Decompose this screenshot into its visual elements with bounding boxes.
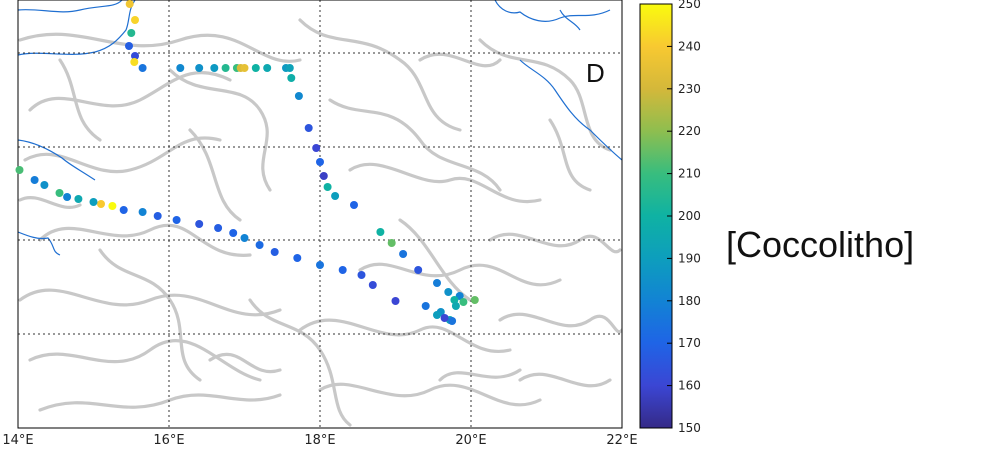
- track-sample-point: [240, 64, 249, 72]
- colorbar-tick-label: 170: [678, 336, 701, 350]
- colorbar-tick-label: 240: [678, 39, 701, 53]
- colorbar: [639, 3, 673, 429]
- track-sample-point: [138, 208, 147, 216]
- track-sample-point: [63, 193, 72, 201]
- track-sample-point: [450, 296, 459, 304]
- colorbar-tick-label: 150: [678, 421, 701, 435]
- ship-track: [15, 0, 479, 325]
- track-sample-point: [319, 172, 328, 180]
- track-sample-point: [119, 206, 128, 214]
- track-sample-point: [130, 58, 139, 66]
- track-sample-point: [304, 124, 313, 132]
- track-sample-point: [368, 281, 377, 289]
- track-sample-point: [131, 16, 139, 24]
- track-sample-point: [176, 64, 185, 72]
- track-sample-point: [433, 279, 441, 287]
- longitude-tick-label: 16°E: [153, 433, 184, 448]
- track-sample-point: [131, 52, 139, 60]
- coastline: [18, 0, 622, 256]
- track-sample-point: [350, 201, 358, 209]
- colorbar-tick-label: 160: [678, 379, 701, 393]
- track-sample-point: [338, 266, 347, 274]
- track-sample-point: [40, 181, 49, 189]
- track-sample-point: [89, 198, 98, 206]
- track-sample-point: [221, 64, 230, 72]
- track-sample-point: [376, 228, 385, 236]
- track-sample-point: [387, 239, 396, 247]
- track-sample-point: [294, 92, 303, 100]
- colorbar-tick-label: 180: [678, 294, 701, 308]
- track-sample-point: [270, 248, 279, 256]
- track-sample-point: [312, 144, 321, 152]
- track-sample-point: [448, 317, 457, 325]
- track-sample-point: [55, 189, 64, 197]
- longitude-axis: 14°E 16°E 18°E 20°E 22°E: [2, 433, 637, 448]
- colorbar-tick-label: 230: [678, 82, 701, 96]
- track-sample-point: [444, 288, 453, 296]
- track-sample-point: [331, 192, 340, 200]
- track-sample-point: [240, 234, 249, 242]
- track-sample-point: [195, 220, 204, 228]
- track-sample-point: [470, 296, 479, 304]
- track-sample-point: [399, 250, 408, 258]
- map-frame: [17, 0, 623, 429]
- longitude-tick-label: 22°E: [606, 433, 637, 448]
- track-sample-point: [125, 42, 133, 50]
- track-sample-point: [293, 254, 302, 262]
- track-sample-point: [229, 229, 238, 237]
- track-sample-point: [391, 297, 400, 305]
- track-sample-point: [285, 64, 294, 72]
- track-sample-point: [433, 311, 441, 319]
- colorbar-tick-label: 220: [678, 124, 701, 138]
- track-sample-point: [421, 302, 430, 310]
- track-sample-point: [97, 200, 105, 208]
- track-sample-point: [15, 166, 24, 174]
- track-sample-point: [414, 266, 423, 274]
- track-sample-point: [108, 202, 117, 210]
- longitude-tick-label: 18°E: [304, 433, 335, 448]
- colorbar-tick-label: 190: [678, 251, 701, 265]
- track-sample-point: [195, 64, 204, 72]
- track-sample-point: [251, 64, 260, 72]
- colorbar-ticks: 150 160 170 180 190 200 210 220 230 240 250: [667, 0, 701, 435]
- track-sample-point: [125, 0, 134, 8]
- colorbar-tick-label: 200: [678, 209, 701, 223]
- track-sample-point: [153, 212, 162, 220]
- colorbar-tick-label: 210: [678, 167, 701, 181]
- longitude-tick-label: 20°E: [455, 433, 486, 448]
- track-sample-point: [74, 195, 83, 203]
- track-sample-point: [316, 158, 324, 166]
- track-sample-point: [287, 74, 296, 82]
- track-sample-point: [172, 216, 181, 224]
- track-sample-point: [214, 224, 223, 232]
- longitude-tick-label: 14°E: [2, 433, 33, 448]
- map-background: [18, 0, 622, 428]
- track-sample-point: [357, 271, 366, 279]
- track-sample-point: [210, 64, 219, 72]
- track-sample-point: [255, 241, 264, 249]
- track-sample-point: [440, 314, 449, 322]
- panel-label: D: [586, 58, 605, 88]
- colorbar-title: [Coccolitho]: [726, 224, 915, 265]
- track-sample-point: [263, 64, 272, 72]
- track-sample-point: [138, 64, 147, 72]
- colorbar-tick-label: 250: [678, 0, 701, 11]
- track-sample-point: [459, 298, 468, 306]
- track-sample-point: [451, 302, 460, 310]
- track-sample-point: [30, 176, 39, 184]
- track-sample-point: [316, 261, 324, 269]
- track-sample-point: [127, 29, 136, 37]
- track-sample-point: [323, 183, 332, 191]
